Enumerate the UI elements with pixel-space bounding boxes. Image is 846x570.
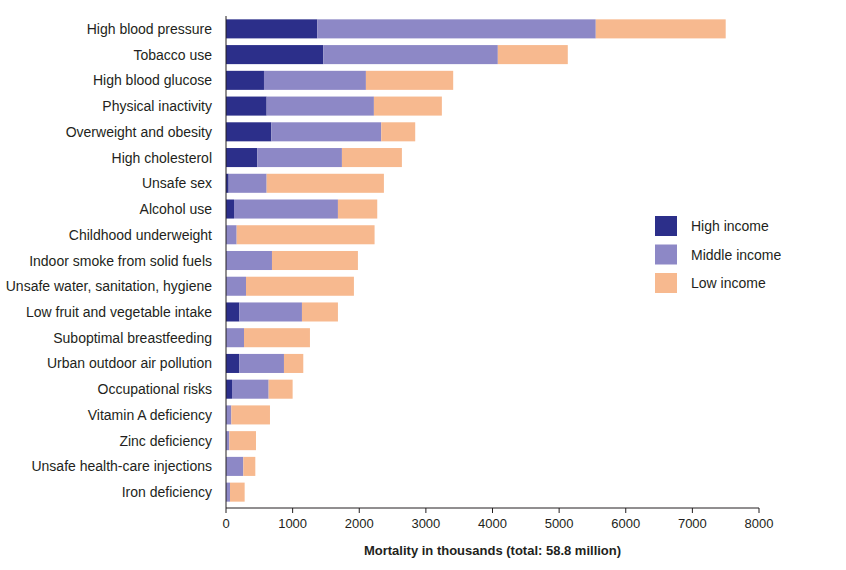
bar-segment — [323, 45, 498, 64]
x-tick — [492, 508, 493, 513]
category-label: Indoor smoke from solid fuels — [29, 253, 212, 269]
x-tick-label: 6000 — [611, 516, 640, 531]
x-tick — [692, 508, 693, 513]
bar-segment — [226, 328, 244, 347]
bar-segment — [272, 251, 358, 270]
bar-segment — [226, 45, 323, 64]
category-label: Tobacco use — [133, 47, 212, 63]
category-label: High blood glucose — [93, 72, 212, 88]
x-tick — [359, 508, 360, 513]
bar-segment — [226, 122, 271, 141]
bar-segment — [226, 19, 317, 38]
x-tick — [759, 508, 760, 513]
chart: High blood pressure Tobacco use High blood… — [0, 0, 846, 570]
bar-segment — [226, 225, 237, 244]
bar-segment — [381, 122, 415, 141]
category-label: Childhood underweight — [69, 227, 212, 243]
x-tick-label: 8000 — [745, 516, 774, 531]
bar-segment — [226, 380, 232, 399]
bar-segment — [269, 380, 293, 399]
bar-segment — [366, 71, 453, 90]
bar-segment — [284, 354, 303, 373]
bar-segment — [226, 277, 246, 296]
bar-segment — [596, 19, 726, 38]
legend-swatch — [655, 216, 677, 236]
category-label: Zinc deficiency — [119, 433, 212, 449]
bar-segment — [267, 97, 374, 116]
legend-swatch — [655, 273, 677, 293]
bar-segment — [226, 483, 230, 502]
category-label: Overweight and obesity — [66, 124, 212, 140]
bar-segment — [226, 457, 243, 476]
x-tick — [625, 508, 626, 513]
y-axis-line — [226, 16, 227, 508]
bar-segment — [338, 200, 377, 219]
bar-segment — [271, 122, 381, 141]
x-tick-label: 3000 — [411, 516, 440, 531]
bar-segment — [317, 19, 595, 38]
x-tick-label: 4000 — [478, 516, 507, 531]
bar-segment — [257, 148, 342, 167]
x-tick-label: 5000 — [545, 516, 574, 531]
bar-segment — [226, 200, 234, 219]
x-tick-label: 0 — [222, 516, 229, 531]
bar-segment — [226, 251, 272, 270]
bar-segment — [231, 405, 270, 424]
category-label: Vitamin A deficiency — [88, 407, 212, 423]
category-label: High blood pressure — [87, 21, 213, 37]
bar-segment — [302, 302, 338, 321]
category-label: High cholesterol — [112, 150, 212, 166]
category-label: Alcohol use — [140, 201, 213, 217]
legend-swatch — [655, 245, 677, 265]
bar-segment — [234, 200, 338, 219]
x-tick-label: 1000 — [278, 516, 307, 531]
bar-segment — [226, 97, 267, 116]
legend-label: Low income — [691, 275, 766, 291]
bar-segment — [226, 71, 264, 90]
category-label: Occupational risks — [98, 381, 212, 397]
x-tick — [226, 508, 227, 513]
bar-segment — [226, 354, 239, 373]
category-label: Unsafe health-care injections — [31, 458, 212, 474]
bar-segment — [226, 405, 231, 424]
category-label: Iron deficiency — [122, 484, 212, 500]
x-tick — [559, 508, 560, 513]
category-label: Physical inactivity — [102, 98, 212, 114]
x-tick — [425, 508, 426, 513]
bars — [226, 19, 726, 501]
category-label: Unsafe sex — [142, 175, 212, 191]
bar-segment — [264, 71, 366, 90]
category-label: Urban outdoor air pollution — [47, 355, 212, 371]
legend-label: Middle income — [691, 247, 781, 263]
bar-segment — [237, 225, 375, 244]
legend-label: High income — [691, 218, 769, 234]
bar-segment — [374, 97, 442, 116]
bar-segment — [226, 148, 257, 167]
x-tick — [292, 508, 293, 513]
bar-segment — [342, 148, 402, 167]
x-tick-label: 7000 — [678, 516, 707, 531]
bar-segment — [232, 380, 269, 399]
bar-segment — [229, 174, 267, 193]
bar-segment — [243, 457, 255, 476]
category-label: Low fruit and vegetable intake — [26, 304, 212, 320]
x-axis-label: Mortality in thousands (total: 58.8 mill… — [364, 543, 621, 558]
bar-segment — [230, 483, 245, 502]
bar-segment — [244, 328, 310, 347]
bar-segment — [239, 354, 284, 373]
bar-segment — [498, 45, 568, 64]
bar-segment — [267, 174, 384, 193]
bar-segment — [246, 277, 354, 296]
bar-segment — [239, 302, 302, 321]
bar-segment — [229, 431, 256, 450]
category-label: Unsafe water, sanitation, hygiene — [6, 278, 212, 294]
category-label: Suboptimal breastfeeding — [53, 330, 212, 346]
x-tick-label: 2000 — [345, 516, 374, 531]
bar-segment — [226, 302, 239, 321]
